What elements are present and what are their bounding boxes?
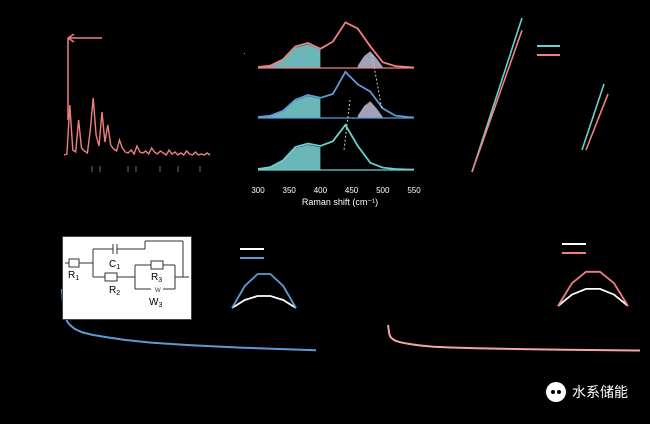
- equivalent-circuit: W R1 C1 R2 R3 W3: [62, 236, 192, 320]
- label-r3: R3: [151, 272, 162, 284]
- decay-curve: [387, 324, 641, 352]
- x-tick-label: 450: [345, 186, 359, 195]
- x-tick-label: 500: [376, 186, 390, 195]
- nyquist-arc: [231, 295, 297, 309]
- arrow-head: [67, 33, 75, 43]
- nyquist-arc: [231, 273, 297, 309]
- inset-fit-line: [585, 93, 609, 151]
- fit-line: [471, 30, 523, 173]
- inset-fit-line: [581, 83, 605, 151]
- x-tick-label: 300: [251, 186, 265, 195]
- raman-spectrum-line: [257, 21, 415, 69]
- raman-fill-peaks: [258, 44, 383, 170]
- label-r2: R2: [109, 285, 120, 297]
- label-c1: C1: [109, 259, 120, 271]
- raman-spectra: [257, 21, 415, 171]
- label-w3: W3: [149, 297, 162, 309]
- legend: [562, 243, 586, 254]
- raman-x-tick-labels: 300 350 400 450 500 550: [251, 186, 421, 195]
- nyquist-arc: [557, 270, 629, 307]
- circuit-w-symbol: W: [155, 288, 161, 294]
- circuit-diagram: W R1 C1 R2 R3 W3: [65, 240, 189, 309]
- raman-peak-fill: [258, 44, 321, 68]
- guide-line: [343, 99, 351, 151]
- legend: [240, 248, 264, 259]
- nyquist-arc: [557, 288, 629, 307]
- raman-spectrum-line: [257, 70, 415, 119]
- legend: [537, 45, 560, 56]
- raman-peak-fill: [258, 96, 321, 118]
- svg-text:·: ·: [240, 52, 249, 55]
- panel-impedance-pink: [387, 243, 641, 352]
- raman-shoulder-fill: [357, 51, 383, 68]
- raman-spectrum-line: [257, 123, 414, 171]
- spectrum-line: [63, 97, 211, 157]
- x-tick-label: 400: [314, 186, 328, 195]
- wechat-icon: [546, 382, 566, 402]
- raman-peak-fill: [258, 144, 321, 170]
- panel-raman: 300 350 400 450 500 550 Raman shift (cm⁻¹) ·: [240, 21, 421, 207]
- x-tick-label: 550: [407, 186, 421, 195]
- raman-y-axis-ticks: ·: [240, 52, 249, 55]
- watermark: 水系储能: [546, 382, 628, 402]
- x-tick-label: 350: [283, 186, 297, 195]
- guide-line: [371, 54, 383, 111]
- watermark-text: 水系储能: [572, 385, 628, 401]
- raman-shoulder-fill: [357, 101, 383, 118]
- spectrum-tick-marks: [91, 166, 201, 172]
- panel-spectrum: [63, 33, 211, 172]
- raman-x-axis-label: Raman shift (cm⁻¹): [302, 197, 378, 207]
- panel-linear-fit: [471, 17, 609, 173]
- label-r1: R1: [68, 270, 79, 282]
